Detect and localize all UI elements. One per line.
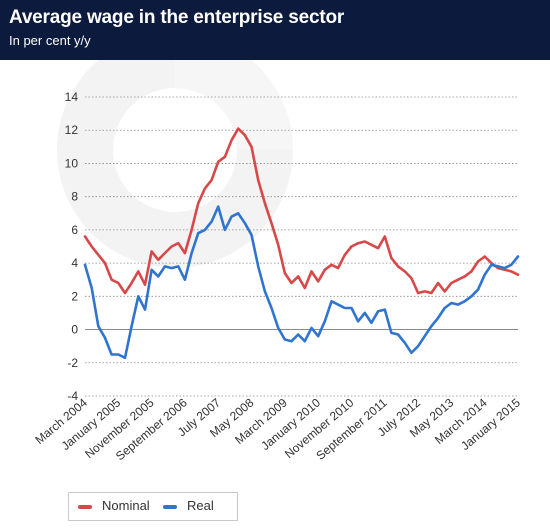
y-tick-label: 12: [65, 123, 79, 137]
legend-swatch-nominal: [78, 505, 92, 509]
y-tick-label: 4: [71, 256, 78, 270]
series-lines: [83, 127, 520, 360]
legend-swatch-real: [163, 505, 177, 509]
y-tick-label: 2: [71, 289, 78, 303]
series-line-real: [83, 205, 520, 360]
y-tick-label: 6: [71, 223, 78, 237]
watermark-logo: [57, 60, 293, 268]
y-tick-label: 10: [65, 156, 79, 170]
legend-label-real: Real: [187, 498, 214, 513]
y-tick-label: -2: [67, 356, 78, 370]
chart-subtitle: In per cent y/y: [9, 33, 91, 48]
y-grid: [85, 96, 518, 397]
y-axis-ticks: -4 -2 0 2 4 6 8 10 12 14: [65, 90, 79, 403]
legend-label-nominal: Nominal: [102, 498, 150, 513]
chart-legend: Nominal Real: [68, 492, 238, 521]
series-line-nominal: [83, 127, 520, 295]
y-tick-label: 14: [65, 90, 79, 104]
y-tick-label: -4: [67, 389, 78, 403]
y-tick-label: 8: [71, 190, 78, 204]
chart-header: Average wage in the enterprise sector In…: [0, 0, 550, 60]
chart-title: Average wage in the enterprise sector: [9, 7, 345, 28]
y-tick-label: 0: [71, 323, 78, 337]
